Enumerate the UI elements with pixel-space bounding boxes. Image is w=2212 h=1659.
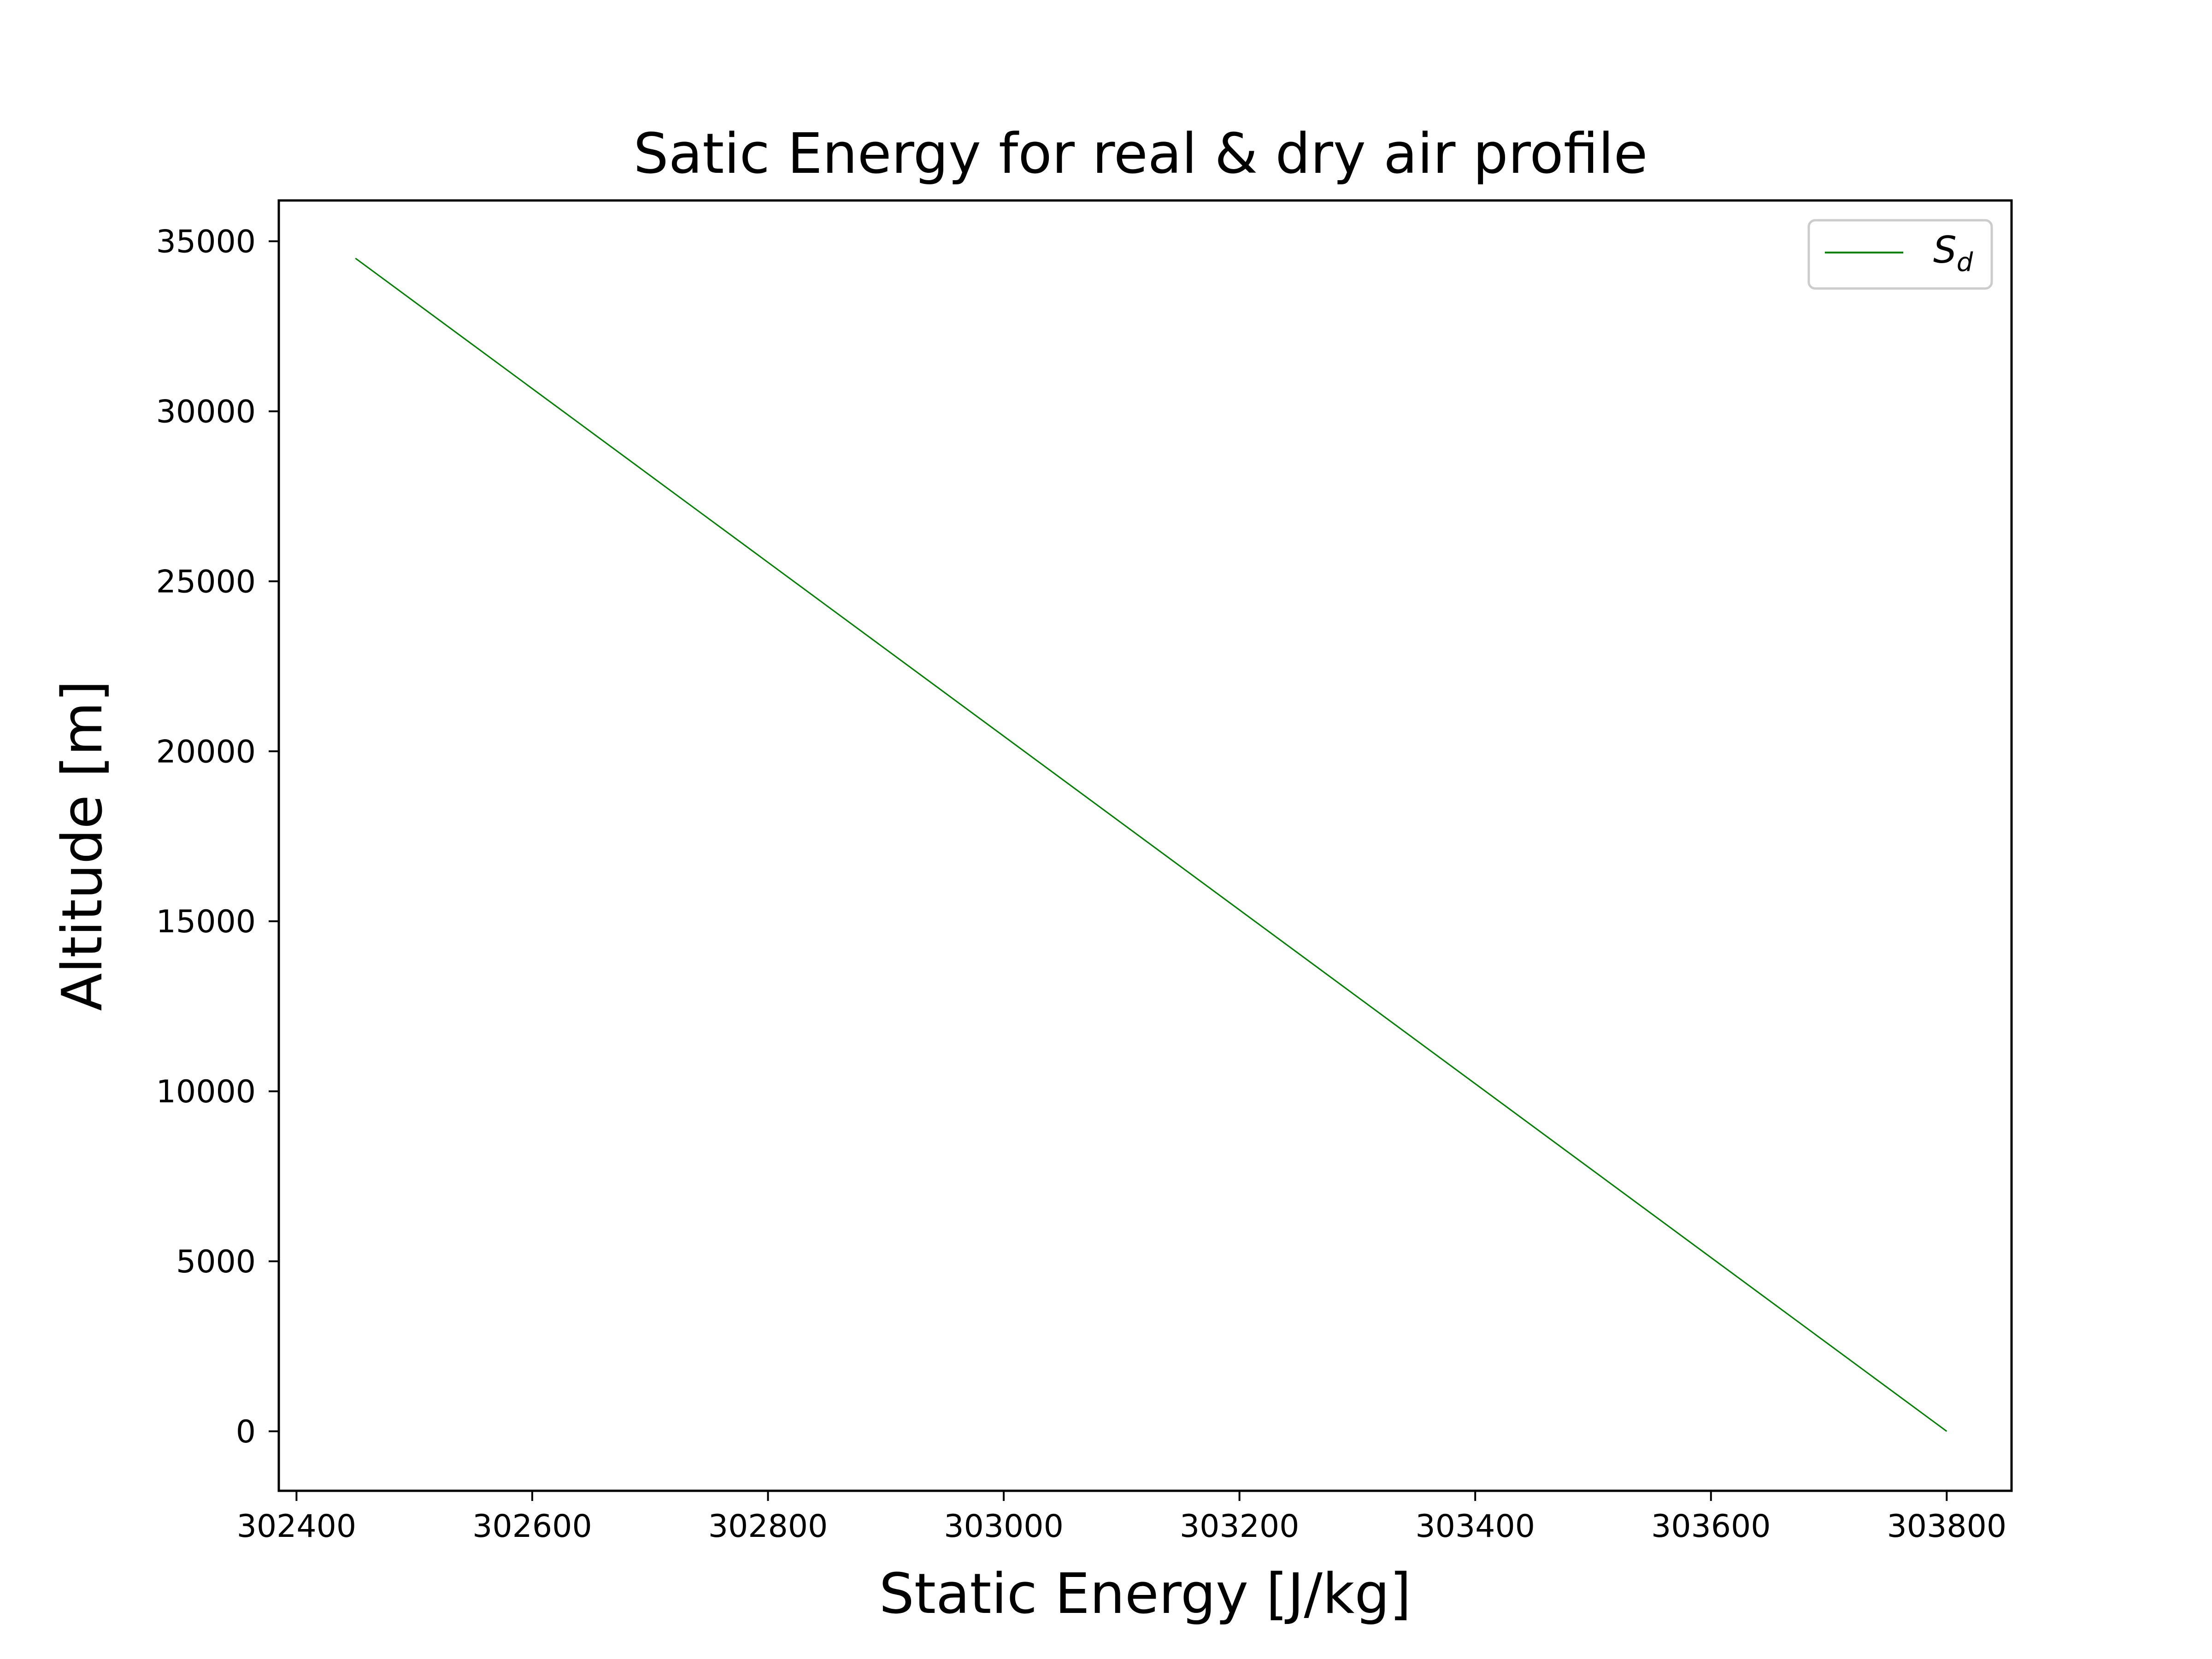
y-axis-ticks: 0 5000 10000 15000 20000 25000 30000 35000 — [156, 224, 279, 1450]
x-axis-ticks: 302400 302600 302800 303000 303200 303400 3036… — [237, 1491, 2007, 1545]
x-tick-label: 303600 — [1651, 1508, 1771, 1545]
y-tick-label: 15000 — [156, 904, 256, 940]
x-tick-label: 303400 — [1415, 1508, 1535, 1545]
y-tick-label: 30000 — [156, 394, 256, 430]
y-tick-label: 5000 — [176, 1244, 256, 1280]
series-line — [355, 258, 1947, 1432]
y-tick-label: 25000 — [156, 564, 256, 600]
legend-label: Sd — [1933, 229, 1973, 277]
x-tick-label: 302400 — [237, 1508, 357, 1545]
x-tick-label: 302600 — [472, 1508, 592, 1545]
legend-box — [1807, 219, 1993, 290]
x-tick-label: 302800 — [708, 1508, 828, 1545]
y-axis-title: Altitude [m] — [51, 680, 115, 1011]
plot-series — [355, 258, 1947, 1432]
y-tick-label: 0 — [236, 1414, 256, 1450]
chart-title: Satic Energy for real & dry air profile — [634, 122, 1648, 186]
y-tick-label: 10000 — [156, 1074, 256, 1110]
legend: Sd — [1807, 219, 1993, 290]
legend-label-main: S — [1933, 229, 1957, 271]
legend-label-sub: d — [1957, 247, 1973, 277]
y-tick-label: 35000 — [156, 224, 256, 260]
x-tick-label: 303200 — [1180, 1508, 1300, 1545]
y-tick-label: 20000 — [156, 734, 256, 770]
x-tick-label: 303800 — [1887, 1508, 2007, 1545]
x-tick-label: 303000 — [944, 1508, 1064, 1545]
x-axis-title: Static Energy [J/kg] — [879, 1562, 1412, 1626]
plot-frame — [277, 199, 2013, 1492]
